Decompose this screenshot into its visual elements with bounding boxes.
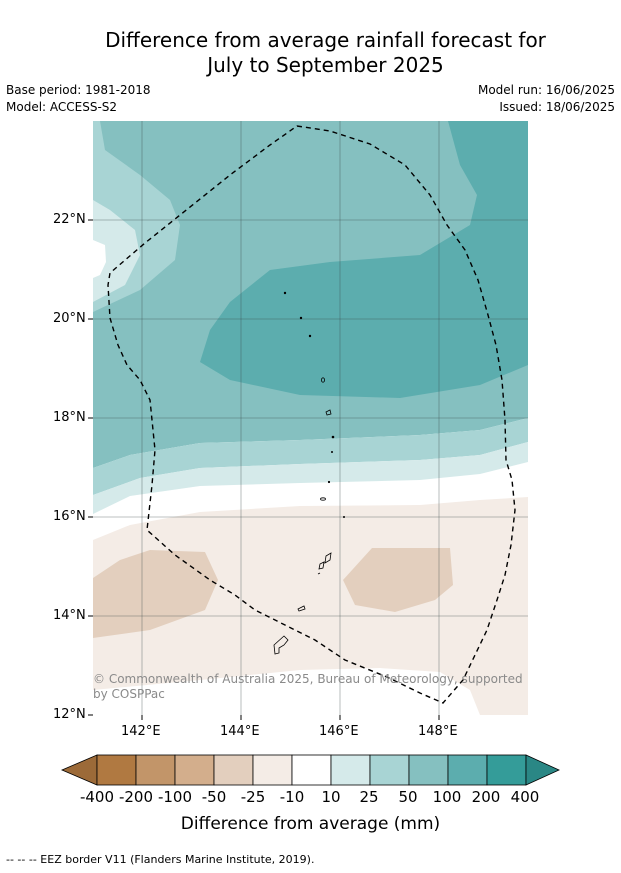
lon-label-146e: 146°E — [319, 724, 359, 739]
cb-label-12: 400 — [510, 788, 540, 806]
colorbar-arrow-left — [60, 754, 98, 786]
metadata-left: Base period: 1981-2018 Model: ACCESS-S2 — [6, 82, 151, 116]
title-line-2: July to September 2025 — [207, 53, 444, 77]
base-period: Base period: 1981-2018 — [6, 83, 151, 97]
colorbar-segment-11 — [486, 754, 527, 786]
colorbar-segment-6 — [291, 754, 332, 786]
lon-label-142e: 142°E — [121, 724, 161, 739]
colorbar-segment-3 — [174, 754, 215, 786]
model-name: Model: ACCESS-S2 — [6, 100, 118, 114]
colorbar-arrow-right — [525, 754, 560, 786]
lon-label-148e: 148°E — [418, 724, 458, 739]
axis-ticks — [88, 219, 440, 720]
cb-label-4: -50 — [201, 788, 227, 806]
guam-island — [273, 635, 289, 655]
colorbar-segment-9 — [408, 754, 449, 786]
islands — [273, 291, 345, 655]
cb-label-8: 25 — [359, 788, 379, 806]
colorbar-segment-2 — [135, 754, 176, 786]
cb-label-6: -10 — [279, 788, 305, 806]
title-line-1: Difference from average rainfall forecas… — [105, 28, 546, 52]
colorbar-segment-8 — [369, 754, 410, 786]
gridlines — [93, 121, 528, 715]
model-run: Model run: 16/06/2025 — [477, 83, 615, 97]
dry-25-50-patch-east — [343, 548, 453, 612]
colorbar-segment-1 — [96, 754, 137, 786]
colorbar-segment-7 — [330, 754, 371, 786]
cb-label-2: -200 — [118, 788, 154, 806]
eez-border — [107, 125, 516, 704]
wet-10-25-area — [93, 442, 528, 514]
cb-label-7: 10 — [321, 788, 341, 806]
cb-label-1: -400 — [79, 788, 115, 806]
lat-label-14n: 14°N — [53, 608, 86, 623]
cb-label-11: 200 — [471, 788, 501, 806]
colorbar-segment-10 — [447, 754, 488, 786]
wet-25-50-area — [93, 418, 528, 495]
lat-label-20n: 20°N — [53, 311, 86, 326]
colorbar-title: Difference from average (mm) — [180, 814, 441, 834]
colorbar-segment-4 — [213, 754, 254, 786]
wet-100-200-area — [200, 121, 528, 398]
metadata-right: Model run: 16/06/2025 Issued: 18/06/2025 — [478, 82, 615, 116]
lat-label-12n: 12°N — [53, 707, 86, 722]
colorbar — [60, 754, 560, 786]
cb-label-10: 100 — [432, 788, 462, 806]
colorbar-segment-5 — [252, 754, 293, 786]
chart-title: Difference from average rainfall forecas… — [0, 28, 621, 78]
cb-label-5: -25 — [240, 788, 266, 806]
lon-label-144e: 144°E — [220, 724, 260, 739]
issued-date: Issued: 18/06/2025 — [499, 100, 615, 114]
eez-footnote: -- -- -- EEZ border V11 (Flanders Marine… — [6, 853, 315, 866]
rainfall-anomaly-field — [93, 121, 528, 715]
lat-label-18n: 18°N — [53, 410, 86, 425]
cb-label-9: 50 — [398, 788, 418, 806]
lat-label-16n: 16°N — [53, 509, 86, 524]
cb-label-3: -100 — [157, 788, 193, 806]
copyright-notice: © Commonwealth of Australia 2025, Bureau… — [93, 672, 523, 701]
wet-10-25-northwest — [93, 200, 140, 302]
neutral-northwest — [93, 240, 106, 278]
lat-label-22n: 22°N — [53, 212, 86, 227]
dry-25-50-patch-west — [93, 550, 218, 638]
